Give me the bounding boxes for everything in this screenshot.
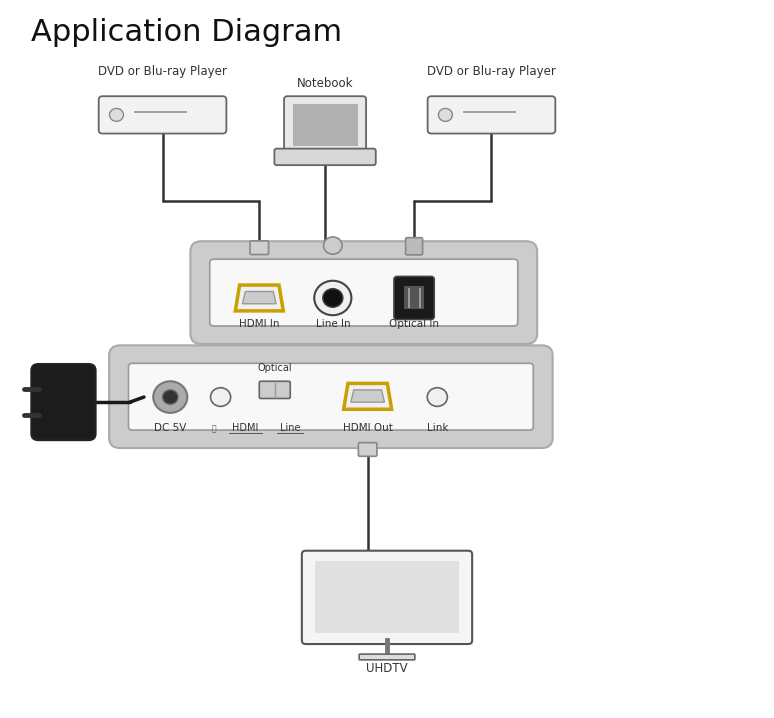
FancyBboxPatch shape (31, 364, 96, 440)
Circle shape (438, 108, 452, 121)
Text: Notebook: Notebook (297, 78, 353, 90)
Polygon shape (235, 285, 283, 311)
FancyBboxPatch shape (250, 241, 269, 254)
FancyBboxPatch shape (293, 104, 358, 146)
FancyBboxPatch shape (358, 442, 377, 457)
Text: HDMI In: HDMI In (239, 319, 279, 329)
Circle shape (323, 289, 343, 307)
Circle shape (153, 381, 187, 413)
Text: Optical: Optical (258, 363, 292, 373)
Text: DVD or Blu-ray Player: DVD or Blu-ray Player (427, 65, 556, 78)
Circle shape (211, 388, 231, 406)
Circle shape (163, 390, 178, 404)
Text: Optical In: Optical In (389, 319, 439, 329)
Circle shape (427, 388, 447, 406)
Text: HDMI Out: HDMI Out (343, 423, 392, 433)
Circle shape (110, 108, 124, 121)
Circle shape (324, 237, 342, 254)
Text: Link: Link (426, 423, 448, 433)
FancyBboxPatch shape (259, 381, 290, 398)
FancyBboxPatch shape (128, 363, 533, 430)
Text: ⏻: ⏻ (212, 424, 217, 433)
FancyBboxPatch shape (394, 276, 434, 320)
Polygon shape (351, 390, 385, 402)
FancyBboxPatch shape (302, 551, 472, 644)
FancyBboxPatch shape (284, 96, 366, 154)
Text: Line: Line (280, 423, 300, 433)
FancyBboxPatch shape (109, 345, 553, 448)
FancyBboxPatch shape (406, 238, 423, 255)
Polygon shape (344, 383, 392, 409)
Text: Line In: Line In (316, 319, 350, 329)
FancyBboxPatch shape (315, 561, 459, 633)
FancyBboxPatch shape (190, 241, 537, 344)
FancyBboxPatch shape (359, 654, 415, 660)
FancyBboxPatch shape (404, 286, 424, 309)
FancyBboxPatch shape (210, 259, 518, 326)
Text: UHDTV: UHDTV (366, 662, 408, 675)
Text: DVD or Blu-ray Player: DVD or Blu-ray Player (98, 65, 227, 78)
FancyBboxPatch shape (99, 96, 226, 134)
Text: Application Diagram: Application Diagram (31, 18, 342, 47)
Circle shape (314, 281, 351, 315)
Text: DC 5V: DC 5V (154, 423, 187, 433)
Polygon shape (242, 292, 276, 304)
FancyBboxPatch shape (427, 96, 556, 134)
FancyBboxPatch shape (274, 149, 376, 165)
Text: HDMI: HDMI (232, 423, 259, 433)
